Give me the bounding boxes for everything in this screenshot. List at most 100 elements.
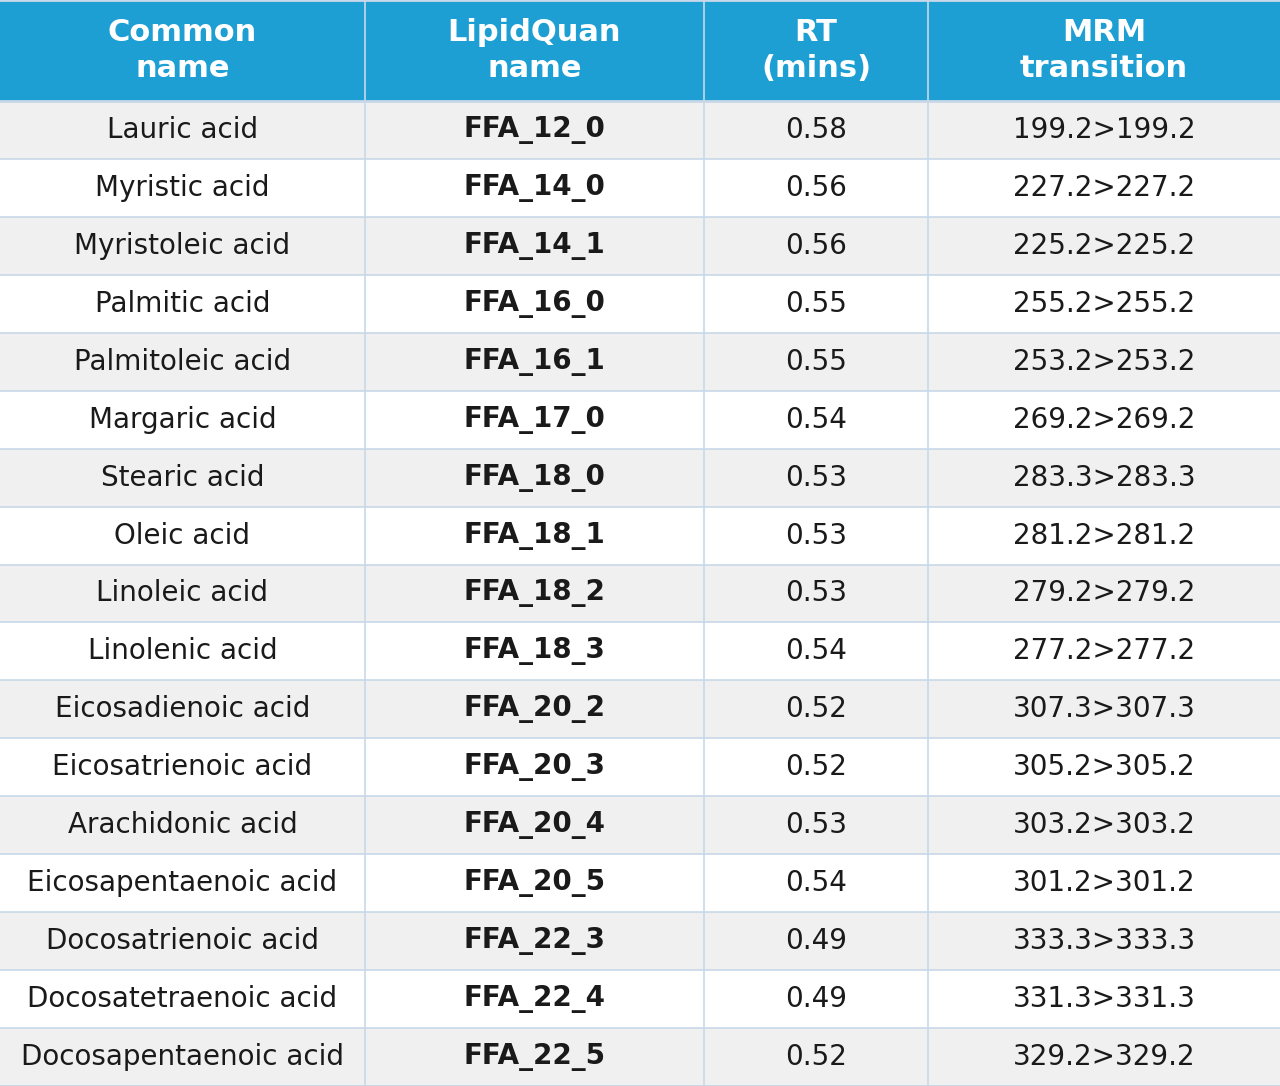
Text: 307.3>307.3: 307.3>307.3	[1012, 695, 1196, 723]
Bar	[365, 391, 704, 449]
Text: Margaric acid: Margaric acid	[88, 406, 276, 433]
Text: Eicosapentaenoic acid: Eicosapentaenoic acid	[27, 869, 338, 897]
Bar	[0, 912, 365, 970]
Text: FFA_18_0: FFA_18_0	[463, 464, 605, 492]
Bar	[928, 391, 1280, 449]
Bar	[0, 738, 365, 796]
Bar	[0, 855, 365, 912]
Bar	[928, 970, 1280, 1028]
Text: 0.55: 0.55	[785, 290, 847, 318]
Text: 0.53: 0.53	[785, 811, 847, 839]
Bar	[704, 622, 928, 681]
Bar	[365, 565, 704, 622]
Bar	[365, 0, 704, 101]
Bar	[928, 101, 1280, 159]
Bar	[0, 796, 365, 855]
Bar	[0, 506, 365, 565]
Bar	[365, 101, 704, 159]
Text: MRM
transition: MRM transition	[1020, 18, 1188, 83]
Text: Myristoleic acid: Myristoleic acid	[74, 231, 291, 260]
Text: FFA_22_3: FFA_22_3	[463, 927, 605, 956]
Bar	[0, 622, 365, 681]
Text: 329.2>329.2: 329.2>329.2	[1012, 1043, 1196, 1071]
Text: Palmitic acid: Palmitic acid	[95, 290, 270, 318]
Bar	[0, 1028, 365, 1086]
Text: 0.56: 0.56	[785, 231, 847, 260]
Text: 305.2>305.2: 305.2>305.2	[1012, 754, 1196, 781]
Text: Arachidonic acid: Arachidonic acid	[68, 811, 297, 839]
Text: Linolenic acid: Linolenic acid	[87, 637, 278, 666]
Text: Common
name: Common name	[108, 18, 257, 83]
Bar	[0, 332, 365, 391]
Bar	[928, 681, 1280, 738]
Bar	[928, 449, 1280, 506]
Text: FFA_16_1: FFA_16_1	[463, 348, 605, 376]
Text: 0.49: 0.49	[785, 985, 847, 1013]
Bar	[928, 217, 1280, 275]
Bar	[0, 217, 365, 275]
Bar	[0, 0, 365, 101]
Text: Lauric acid: Lauric acid	[106, 116, 259, 144]
Bar	[0, 101, 365, 159]
Bar	[365, 622, 704, 681]
Text: 331.3>331.3: 331.3>331.3	[1012, 985, 1196, 1013]
Bar	[365, 970, 704, 1028]
Bar	[0, 449, 365, 506]
Text: 255.2>255.2: 255.2>255.2	[1012, 290, 1196, 318]
Text: Eicosadienoic acid: Eicosadienoic acid	[55, 695, 310, 723]
Bar	[928, 159, 1280, 217]
Text: 0.53: 0.53	[785, 580, 847, 607]
Text: 0.55: 0.55	[785, 348, 847, 376]
Text: FFA_20_2: FFA_20_2	[463, 695, 605, 723]
Bar	[0, 159, 365, 217]
Bar	[928, 796, 1280, 855]
Text: 333.3>333.3: 333.3>333.3	[1012, 927, 1196, 956]
Bar	[365, 912, 704, 970]
Bar	[928, 855, 1280, 912]
Bar	[365, 449, 704, 506]
Bar	[365, 217, 704, 275]
Bar	[704, 1028, 928, 1086]
Text: FFA_20_3: FFA_20_3	[463, 754, 605, 781]
Text: 0.53: 0.53	[785, 521, 847, 550]
Text: Docosapentaenoic acid: Docosapentaenoic acid	[20, 1043, 344, 1071]
Text: Stearic acid: Stearic acid	[101, 464, 264, 492]
Text: 0.53: 0.53	[785, 464, 847, 492]
Text: 0.52: 0.52	[785, 695, 847, 723]
Text: 301.2>301.2: 301.2>301.2	[1012, 869, 1196, 897]
Text: FFA_22_5: FFA_22_5	[463, 1043, 605, 1071]
Bar	[704, 275, 928, 332]
Text: Docosatrienoic acid: Docosatrienoic acid	[46, 927, 319, 956]
Text: Linoleic acid: Linoleic acid	[96, 580, 269, 607]
Text: 0.54: 0.54	[785, 406, 847, 433]
Text: 269.2>269.2: 269.2>269.2	[1012, 406, 1196, 433]
Text: FFA_18_3: FFA_18_3	[463, 637, 605, 666]
Text: 283.3>283.3: 283.3>283.3	[1012, 464, 1196, 492]
Bar	[0, 565, 365, 622]
Text: FFA_20_5: FFA_20_5	[463, 869, 605, 897]
Text: 0.56: 0.56	[785, 174, 847, 202]
Text: 0.58: 0.58	[785, 116, 847, 144]
Bar	[0, 275, 365, 332]
Bar	[704, 332, 928, 391]
Bar	[365, 332, 704, 391]
Text: 303.2>303.2: 303.2>303.2	[1012, 811, 1196, 839]
Bar	[704, 681, 928, 738]
Bar	[704, 101, 928, 159]
Text: FFA_16_0: FFA_16_0	[463, 290, 605, 318]
Text: 0.52: 0.52	[785, 754, 847, 781]
Bar	[704, 217, 928, 275]
Text: FFA_22_4: FFA_22_4	[463, 985, 605, 1013]
Text: FFA_18_2: FFA_18_2	[463, 580, 605, 607]
Bar	[704, 970, 928, 1028]
Bar	[928, 622, 1280, 681]
Bar	[365, 796, 704, 855]
Text: 0.54: 0.54	[785, 869, 847, 897]
Text: FFA_18_1: FFA_18_1	[463, 521, 605, 550]
Text: FFA_14_1: FFA_14_1	[463, 231, 605, 260]
Text: Eicosatrienoic acid: Eicosatrienoic acid	[52, 754, 312, 781]
Bar	[365, 1028, 704, 1086]
Bar	[704, 449, 928, 506]
Text: FFA_12_0: FFA_12_0	[463, 116, 605, 144]
Text: Myristic acid: Myristic acid	[95, 174, 270, 202]
